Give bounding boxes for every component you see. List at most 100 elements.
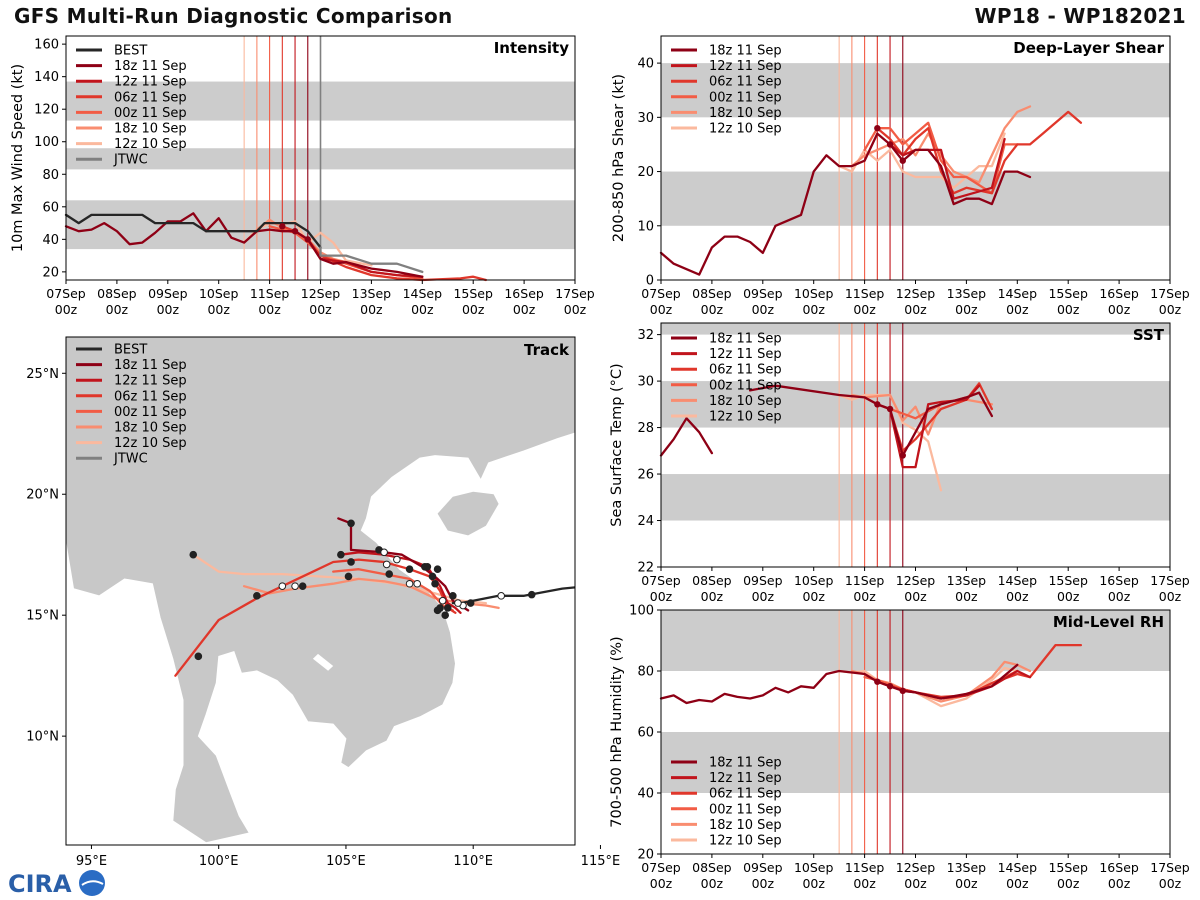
shear-xtick-sublabel: 00z (1108, 302, 1131, 317)
sst-series-line (888, 384, 981, 469)
legend-label: 06z 11 Sep (114, 389, 187, 404)
legend-label: 18z 11 Sep (114, 59, 187, 74)
rh-ytick-label: 40 (637, 787, 654, 802)
intensity-ytick-label: 40 (42, 233, 59, 248)
intensity-panel: 2040608010012014016007Sep00z08Sep00z09Se… (10, 35, 595, 317)
intensity-ytick-label: 100 (34, 135, 59, 150)
intensity-analysis-dot (291, 228, 299, 235)
rh-xtick-sublabel: 00z (1006, 876, 1029, 891)
shear-analysis-dot (886, 141, 894, 148)
shear-xtick-sublabel: 00z (701, 302, 724, 317)
rh-band (661, 610, 1170, 671)
sst-analysis-dot (886, 405, 894, 413)
rh-xtick-label: 15Sep (1048, 860, 1088, 875)
track-xtick-label: 115°E (581, 854, 621, 869)
shear-analysis-dot (899, 157, 906, 164)
track-marker-filled (443, 604, 452, 612)
shear-xtick-sublabel: 00z (1006, 302, 1029, 317)
track-marker-filled (385, 570, 394, 578)
sst-xtick-label: 09Sep (743, 573, 783, 588)
sst-panel: 22242628303207Sep00z08Sep00z09Sep00z10Se… (609, 322, 1190, 604)
lake (312, 653, 334, 671)
sst-band (661, 323, 1170, 335)
track-xtick-label: 100°E (199, 854, 239, 869)
rh-xtick-sublabel: 00z (904, 876, 927, 891)
shear-xtick-sublabel: 00z (904, 302, 927, 317)
sst-xtick-label: 12Sep (896, 573, 936, 588)
track-frame (65, 336, 576, 846)
intensity-series-line (242, 220, 373, 267)
legend-label: 12z 11 Sep (114, 75, 187, 90)
intensity-ytick-label: 80 (42, 168, 59, 183)
track-marker-filled (527, 590, 536, 599)
intensity-xtick-label: 07Sep (46, 286, 86, 301)
shear-xtick-sublabel: 00z (752, 302, 775, 317)
rh-xtick-sublabel: 00z (650, 876, 673, 891)
sst-ytick-label: 30 (637, 375, 654, 390)
intensity-xtick-label: 17Sep (555, 286, 595, 301)
intensity-analysis-dot (304, 236, 311, 243)
intensity-xtick-sublabel: 00z (360, 302, 383, 317)
track-marker-filled (347, 558, 355, 566)
legend-label: 00z 11 Sep (709, 802, 782, 817)
intensity-xtick-sublabel: 00z (157, 302, 180, 317)
sst-xtick-label: 07Sep (641, 573, 681, 588)
sst-xtick-sublabel: 00z (1006, 589, 1029, 604)
shear-band (661, 171, 1170, 226)
shear-xtick-label: 15Sep (1048, 286, 1088, 301)
legend-label: 12z 11 Sep (114, 374, 187, 389)
track-marker-filled (347, 519, 355, 528)
legend-label: BEST (114, 343, 147, 358)
rh-xtick-sublabel: 00z (955, 876, 978, 891)
track-xtick-label: 95°E (76, 854, 107, 869)
page-title: GFS Multi-Run Diagnostic Comparison (14, 4, 453, 28)
sst-ytick-label: 32 (637, 328, 654, 343)
intensity-xtick-sublabel: 00z (411, 302, 434, 317)
intensity-xtick-label: 10Sep (199, 286, 239, 301)
legend-label: 06z 11 Sep (709, 787, 782, 802)
track-marker-open (291, 582, 299, 590)
intensity-xtick-label: 13Sep (352, 286, 392, 301)
sst-xtick-label: 11Sep (845, 573, 885, 588)
sst-xtick-sublabel: 00z (802, 589, 825, 604)
rh-xtick-label: 07Sep (641, 860, 681, 875)
intensity-series-line (64, 212, 424, 278)
rh-xtick-label: 11Sep (845, 860, 885, 875)
track-marker-filled (431, 579, 439, 588)
sst-title: SST (1133, 326, 1165, 344)
sst-analysis-dot (899, 452, 906, 459)
legend-label: 06z 11 Sep (709, 363, 782, 378)
legend-label: 18z 11 Sep (709, 756, 782, 771)
shear-series-line (888, 137, 1006, 200)
legend-label: 12z 11 Sep (709, 771, 782, 786)
rh-xtick-label: 17Sep (1150, 860, 1190, 875)
shear-ytick-label: 30 (637, 111, 654, 126)
legend-label: 18z 10 Sep (114, 122, 187, 137)
track-marker-open (380, 548, 388, 557)
legend-label: 18z 10 Sep (709, 106, 782, 121)
intensity-xtick-sublabel: 00z (513, 302, 536, 317)
shear-ytick-label: 40 (637, 57, 654, 72)
shear-analysis-dot (874, 124, 881, 132)
intensity-xtick-sublabel: 00z (55, 302, 78, 317)
track-marker-filled (194, 652, 203, 661)
legend-label: 18z 10 Sep (114, 421, 187, 436)
rh-xtick-sublabel: 00z (802, 876, 825, 891)
legend-label: 12z 10 Sep (709, 410, 782, 425)
track-series-line (192, 553, 488, 605)
shear-title: Deep-Layer Shear (1013, 39, 1164, 57)
legend-label: JTWC (113, 452, 148, 467)
track-ytick-label: 10°N (26, 730, 59, 745)
track-marker-filled (298, 582, 307, 590)
legend-label: 12z 11 Sep (709, 59, 782, 74)
track-marker-filled (189, 550, 198, 559)
shear-xtick-sublabel: 00z (650, 302, 673, 317)
shear-xtick-label: 07Sep (641, 286, 681, 301)
intensity-ytick-label: 140 (34, 70, 59, 85)
rh-analysis-dot (874, 678, 881, 685)
sst-xtick-label: 14Sep (998, 573, 1038, 588)
legend-label: 18z 11 Sep (709, 332, 782, 347)
rh-ytick-label: 20 (637, 848, 654, 863)
land-hainan (437, 491, 499, 536)
